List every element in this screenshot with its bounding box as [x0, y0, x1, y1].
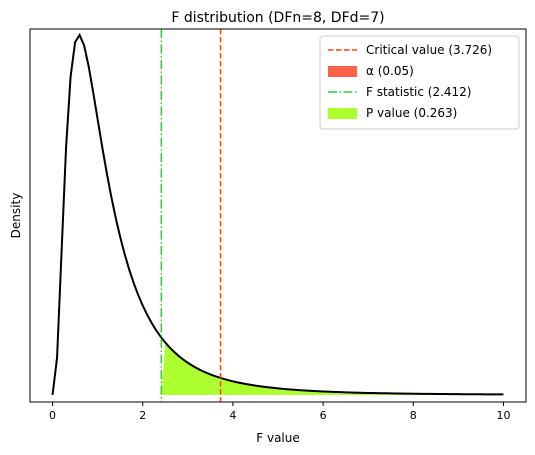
x-tick-label: 6 [320, 409, 327, 422]
legend-entry: α (0.05) [328, 64, 414, 78]
legend-frame [319, 35, 520, 130]
y-axis-label: Density [9, 193, 23, 239]
plot-area [51, 29, 504, 402]
legend-entry: P value (0.263) [328, 106, 457, 120]
legend: Critical value (3.726) α (0.05) F statisti… [319, 35, 520, 130]
x-tick-label: 4 [229, 409, 236, 422]
legend-swatch [328, 66, 357, 77]
x-tick-label: 10 [496, 409, 510, 422]
x-axis-label: F value [256, 431, 300, 445]
x-axis-ticks: 0 2 4 6 8 10 [49, 402, 510, 422]
legend-label: F statistic (2.412) [366, 85, 472, 99]
x-tick-label: 0 [49, 409, 56, 422]
axes-frame [29, 28, 527, 403]
legend-label: P value (0.263) [366, 106, 457, 120]
chart-title: F distribution (DFn=8, DFd=7) [171, 10, 384, 26]
legend-swatch [328, 108, 357, 119]
legend-label: α (0.05) [366, 64, 414, 78]
x-tick-label: 8 [410, 409, 417, 422]
x-tick-label: 2 [139, 409, 146, 422]
legend-label: Critical value (3.726) [366, 43, 492, 57]
p-value-area [161, 342, 504, 395]
density-curve [51, 32, 504, 396]
legend-entry: Critical value (3.726) [328, 43, 492, 57]
legend-entry: F statistic (2.412) [328, 85, 472, 99]
alpha-area [220, 378, 504, 395]
